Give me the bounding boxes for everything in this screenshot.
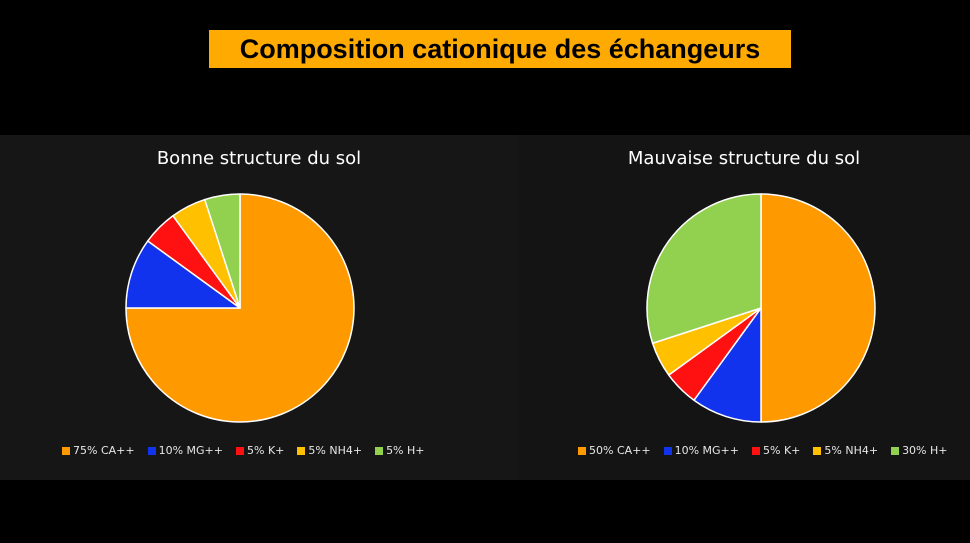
pie-slice-10-mg [693, 307, 762, 423]
chart-title: Mauvaise structure du sol [627, 148, 861, 169]
legend-label: 5% NH4+ [308, 444, 363, 457]
legend-swatch [236, 446, 244, 455]
legend-label: 30% H+ [902, 444, 948, 457]
legend-swatch [663, 446, 672, 455]
pie-slice-30-h [646, 193, 762, 344]
legend-item-5-k: 5% K+ [236, 444, 284, 457]
pie-slice-50-ca [760, 193, 876, 423]
legend-item-10-mg: 10% MG++ [147, 444, 223, 457]
legend-label: 5% K+ [247, 444, 285, 457]
chart-panel-mauvaise-structure: Mauvaise structure du sol 50% CA++ 10% MG… [518, 135, 970, 480]
pie-slice-75-ca [125, 193, 355, 423]
legend-swatch [578, 446, 586, 455]
legend-item-5-h: 5% H+ [375, 444, 425, 457]
legend-item-5-k: 5% K+ [752, 444, 800, 457]
legend-label: 75% CA++ [73, 444, 135, 457]
legend-swatch [147, 446, 156, 455]
legend-swatch [297, 446, 306, 455]
legend-item-10-mg: 10% MG++ [663, 444, 739, 457]
legend-label: 5% H+ [386, 444, 425, 457]
legend-label: 10% MG++ [674, 444, 739, 457]
legend-item-50-ca: 50% CA++ [578, 444, 651, 457]
legend-swatch [62, 446, 70, 455]
chart-title: Bonne structure du sol [156, 148, 362, 169]
legend-label: 5% K+ [763, 444, 801, 457]
legend-item-30-h: 30% H+ [891, 444, 948, 457]
legend-swatch [813, 446, 822, 455]
legend-label: 10% MG++ [158, 444, 223, 457]
legend-swatch [891, 446, 900, 455]
pie-slice-5-h [204, 193, 241, 309]
legend-item-5-nh4: 5% NH4+ [297, 444, 362, 457]
legend-swatch [375, 446, 384, 455]
chart-legend: 75% CA++ 10% MG++ 5% K+ 5% NH4+ 5% H+ [62, 444, 438, 457]
page-title: Composition cationique des échangeurs [209, 30, 791, 68]
legend-label: 50% CA++ [589, 444, 651, 457]
legend-item-5-nh4: 5% NH4+ [813, 444, 878, 457]
pie-chart-mauvaise-structure [646, 193, 876, 423]
pie-chart-bonne-structure [125, 193, 355, 423]
chart-panel-bonne-structure: Bonne structure du sol 75% CA++ 10% MG++ 5… [0, 135, 518, 480]
legend-swatch [752, 446, 760, 455]
legend-label: 5% NH4+ [824, 444, 879, 457]
chart-legend: 50% CA++ 10% MG++ 5% K+ 5% NH4+ 30% H+ [578, 444, 961, 457]
legend-item-75-ca: 75% CA++ [62, 444, 135, 457]
pie-slice-10-mg [125, 240, 241, 309]
